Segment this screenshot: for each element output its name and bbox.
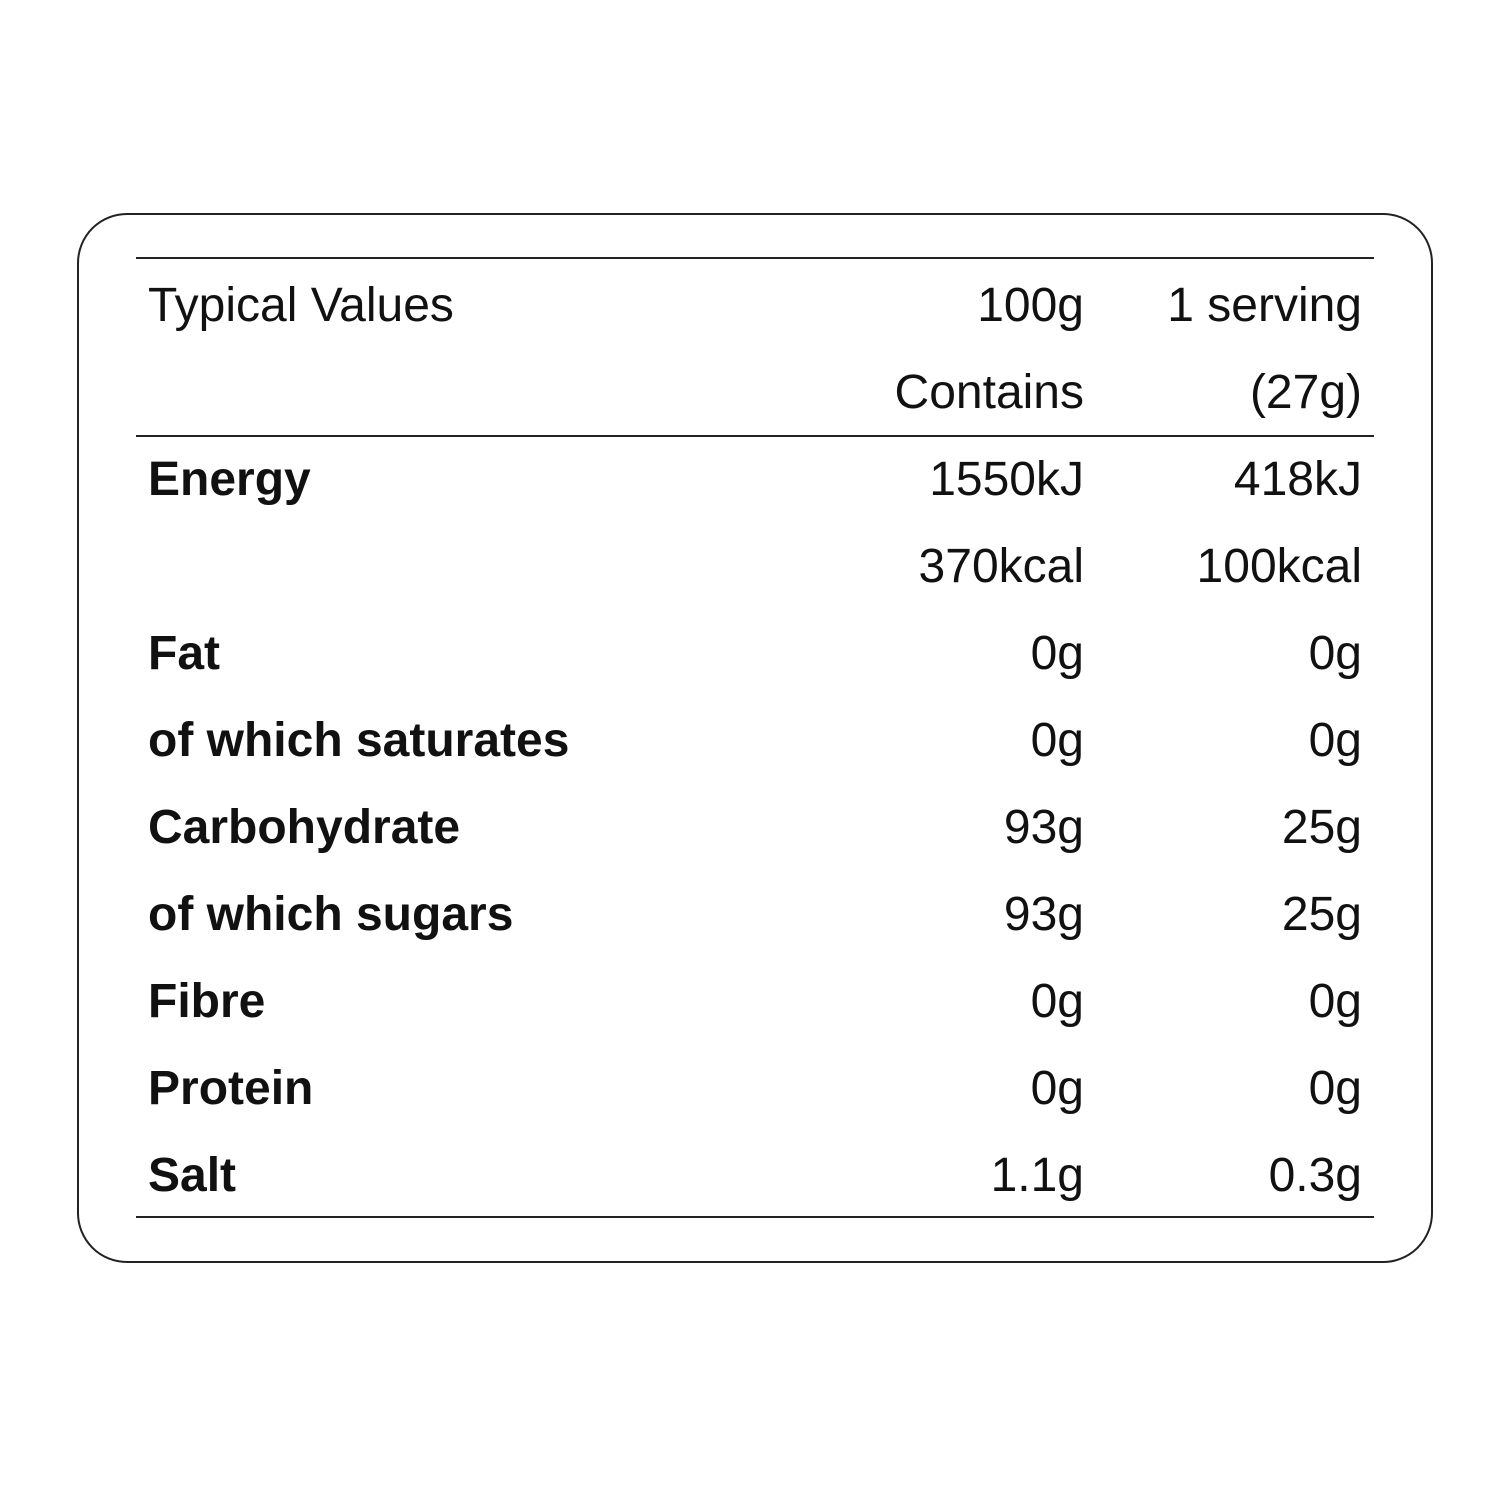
nutrient-label: Salt bbox=[148, 1149, 237, 1202]
table-row: of which sugars 93g 25g bbox=[148, 871, 1362, 958]
per-100g-value: 0g bbox=[1030, 627, 1084, 680]
contains-heading: Contains bbox=[894, 366, 1084, 419]
nutrient-label: Energy bbox=[148, 453, 311, 506]
nutrient-label: of which saturates bbox=[148, 714, 570, 767]
serving-size-heading: (27g) bbox=[1249, 366, 1362, 419]
table-row: Salt 1.1g 0.3g bbox=[148, 1132, 1362, 1219]
per-serving-value: 25g bbox=[1281, 801, 1362, 854]
typical-values-heading: Typical Values bbox=[148, 279, 454, 332]
per-100g-heading: 100g bbox=[977, 279, 1084, 332]
table-row: Carbohydrate 93g 25g bbox=[148, 784, 1362, 871]
header-row: Typical Values 100g 1 serving bbox=[148, 262, 1362, 349]
bottom-rule bbox=[136, 1216, 1374, 1218]
per-100g-value: 1.1g bbox=[990, 1149, 1084, 1202]
per-100g-value: 0g bbox=[1030, 975, 1084, 1028]
nutrient-label: of which sugars bbox=[148, 888, 514, 941]
table-row: Protein 0g 0g bbox=[148, 1045, 1362, 1132]
header-rule bbox=[136, 435, 1374, 437]
per-serving-value: 0g bbox=[1308, 975, 1362, 1028]
header-row-2: Contains (27g) bbox=[148, 349, 1362, 436]
per-serving-value: 418kJ bbox=[1233, 453, 1362, 506]
per-serving-value: 0.3g bbox=[1268, 1149, 1362, 1202]
per-100g-value: 93g bbox=[1003, 888, 1084, 941]
per-100g-value: 370kcal bbox=[918, 540, 1084, 593]
per-serving-value: 25g bbox=[1281, 888, 1362, 941]
table-row: 370kcal 100kcal bbox=[148, 523, 1362, 610]
per-100g-value: 1550kJ bbox=[929, 453, 1084, 506]
per-serving-value: 0g bbox=[1308, 714, 1362, 767]
per-serving-value: 0g bbox=[1308, 627, 1362, 680]
nutrient-label: Fibre bbox=[148, 975, 266, 1028]
top-rule bbox=[136, 257, 1374, 259]
per-100g-value: 93g bbox=[1003, 801, 1084, 854]
nutrition-table: Typical Values 100g 1 serving Contains (… bbox=[148, 262, 1362, 1219]
nutrient-label: Fat bbox=[148, 627, 220, 680]
nutrient-label: Protein bbox=[148, 1062, 314, 1115]
table-row: of which saturates 0g 0g bbox=[148, 697, 1362, 784]
table-row: Energy 1550kJ 418kJ bbox=[148, 436, 1362, 523]
table-row: Fibre 0g 0g bbox=[148, 958, 1362, 1045]
nutrition-label-panel bbox=[77, 213, 1433, 1263]
per-serving-value: 100kcal bbox=[1196, 540, 1362, 593]
nutrient-label: Carbohydrate bbox=[148, 801, 461, 854]
per-serving-heading: 1 serving bbox=[1167, 279, 1362, 332]
per-100g-value: 0g bbox=[1030, 714, 1084, 767]
table-row: Fat 0g 0g bbox=[148, 610, 1362, 697]
per-serving-value: 0g bbox=[1308, 1062, 1362, 1115]
per-100g-value: 0g bbox=[1030, 1062, 1084, 1115]
